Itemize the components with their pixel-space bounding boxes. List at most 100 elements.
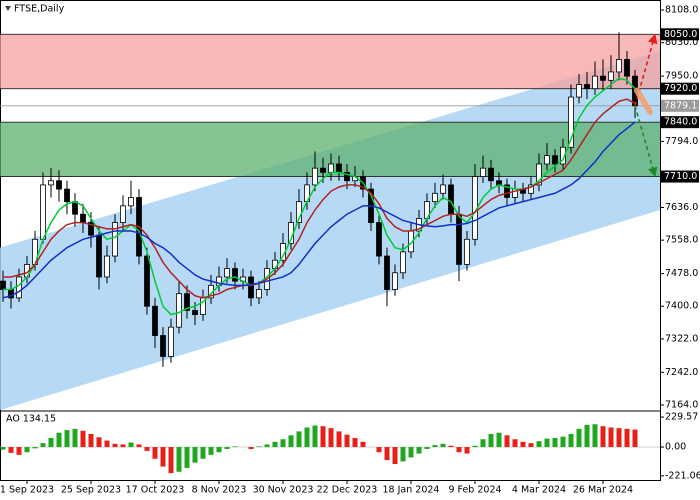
ao-bar [184,447,190,468]
ao-bar [320,426,326,448]
ao-bar [56,432,62,448]
y-tick-label: 7400.0 [665,301,698,312]
candle-body [560,146,566,165]
candle-body [256,289,262,299]
ao-bar [536,441,542,448]
candle-body [144,255,150,307]
level-label: 7879.1 [664,100,697,111]
candle-body [336,163,342,173]
candle-body [608,71,614,81]
ao-bar [440,443,446,448]
candle-body [72,201,78,215]
ao-bar [88,434,94,448]
candle-body [392,272,398,290]
candle-body [224,268,230,278]
x-tick-label: 26 Mar 2024 [573,485,633,496]
candle-body [624,59,630,77]
candle-body [592,75,598,90]
candle-body [96,234,102,278]
candle-body [192,310,198,316]
ao-bar [576,428,582,448]
candle-body [376,222,382,257]
ao-bar [392,447,398,464]
ao-bar [408,447,414,458]
ao-bar [80,430,86,448]
candle-body [16,276,22,299]
ao-bar [336,431,342,448]
candle-body [160,335,166,357]
ao-bar [520,441,526,448]
candle-body [600,75,606,81]
candle-body [152,305,158,336]
candle-body [112,222,118,257]
ao-bar [632,429,638,448]
ao-bar [24,447,30,453]
ao-bar [144,447,150,451]
y-tick-label: 7322.0 [665,333,698,344]
candle-body [448,184,454,215]
ao-bar [152,447,158,459]
ao-bar [376,447,382,453]
moving-average [3,98,636,299]
candle-body [232,268,238,282]
ao-bar [16,447,22,455]
ao-bar [248,447,254,449]
ao-bar [552,437,558,448]
ao-bar [600,426,606,448]
ao-bar [400,447,406,462]
x-tick-label: 4 Mar 2024 [512,485,566,496]
ao-bar [592,424,598,448]
ao-bar [560,436,566,448]
candle-body [48,180,54,186]
ao-bar [544,438,550,448]
candle-body [616,59,622,73]
x-tick-label: 25 Sep 2023 [61,485,121,496]
candle-body [248,276,254,299]
ao-bar [472,445,478,448]
level-label-box [661,116,699,129]
ao-bar [96,437,102,448]
y-tick-label: 7636.0 [665,202,698,213]
ao-bar [512,439,518,448]
ao-bar [272,441,278,448]
candle-body [456,213,462,265]
candle-body [488,167,494,182]
ao-bar [120,444,126,448]
ao-bar [64,430,70,448]
ao-bar [496,432,502,448]
candle-body [0,280,6,290]
ao-bar [624,428,630,448]
y-tick-label: 7242.0 [665,367,698,378]
ao-bar [488,434,494,448]
ao-bar [296,431,302,448]
candle-body [120,205,126,223]
ao-bar [128,442,134,448]
candle-body [104,255,110,278]
level-label: 7920.0 [664,83,697,94]
ao-y-tick-label: 229.57 [665,412,698,423]
candle-body [576,84,582,98]
x-tick-label: 17 Oct 2023 [126,485,185,496]
x-tick-label: 18 Jan 2024 [383,485,440,496]
candle-body [384,255,390,290]
ao-bar [424,447,430,449]
ao-bar [256,446,262,448]
ao-bar [0,447,6,450]
ao-bar [216,447,222,453]
forecast-arrow-down [634,105,658,178]
ao-bar [208,447,214,455]
forecast-arrow-up [634,33,658,107]
level-label-box [661,82,699,95]
level-label-box [661,170,699,183]
moving-average [2,121,636,299]
y-tick-label: 7478.0 [665,268,698,279]
ao-y-tick-label: -221.06 [665,470,700,481]
chart-title: FTSE,Daily [14,4,65,15]
level-label: 7710.0 [664,171,697,182]
level-label: 8050.0 [664,29,697,40]
candle-body [328,163,334,173]
ao-bar [304,427,310,448]
ao-bar [280,439,286,448]
ao-bar [40,443,46,448]
